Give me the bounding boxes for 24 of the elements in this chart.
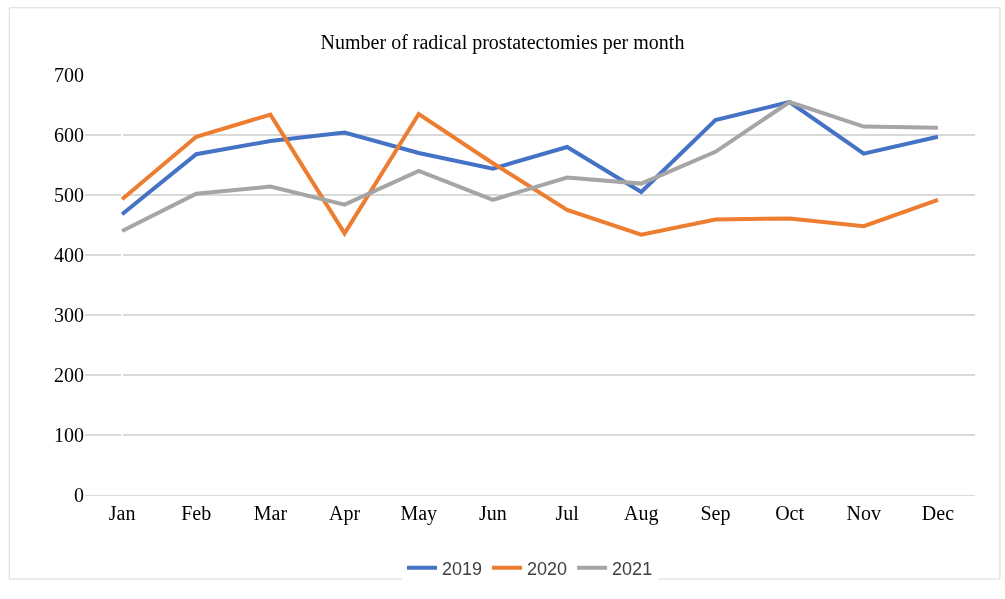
legend-label: 2020 <box>527 558 568 579</box>
x-tick-label: Mar <box>253 502 288 524</box>
y-tick-label: 600 <box>54 124 84 146</box>
x-tick-label: Feb <box>181 502 212 524</box>
x-tick-label: Sep <box>700 502 731 525</box>
x-tick-label: Dec <box>921 502 955 524</box>
x-tick-label: Oct <box>775 502 805 524</box>
x-tick-label: Jul <box>555 502 580 524</box>
x-tick-label: Jun <box>479 502 507 524</box>
y-tick-label: 300 <box>54 304 84 326</box>
legend-label: 2019 <box>442 558 483 579</box>
x-tick-label: May <box>400 502 438 525</box>
y-tick-label: 500 <box>54 184 84 206</box>
x-tick-label: Aug <box>624 502 659 525</box>
x-tick-label: Apr <box>329 502 361 525</box>
y-tick-label: 400 <box>54 244 84 266</box>
y-tick-label: 0 <box>74 484 84 506</box>
x-tick-label: Nov <box>846 502 881 524</box>
chart-title: Number of radical prostatectomies per month <box>320 30 685 54</box>
legend-label: 2021 <box>612 558 653 579</box>
y-tick-label: 100 <box>54 424 84 446</box>
y-tick-label: 700 <box>54 64 84 86</box>
x-tick-label: Jan <box>108 502 136 524</box>
y-tick-label: 200 <box>54 364 84 386</box>
